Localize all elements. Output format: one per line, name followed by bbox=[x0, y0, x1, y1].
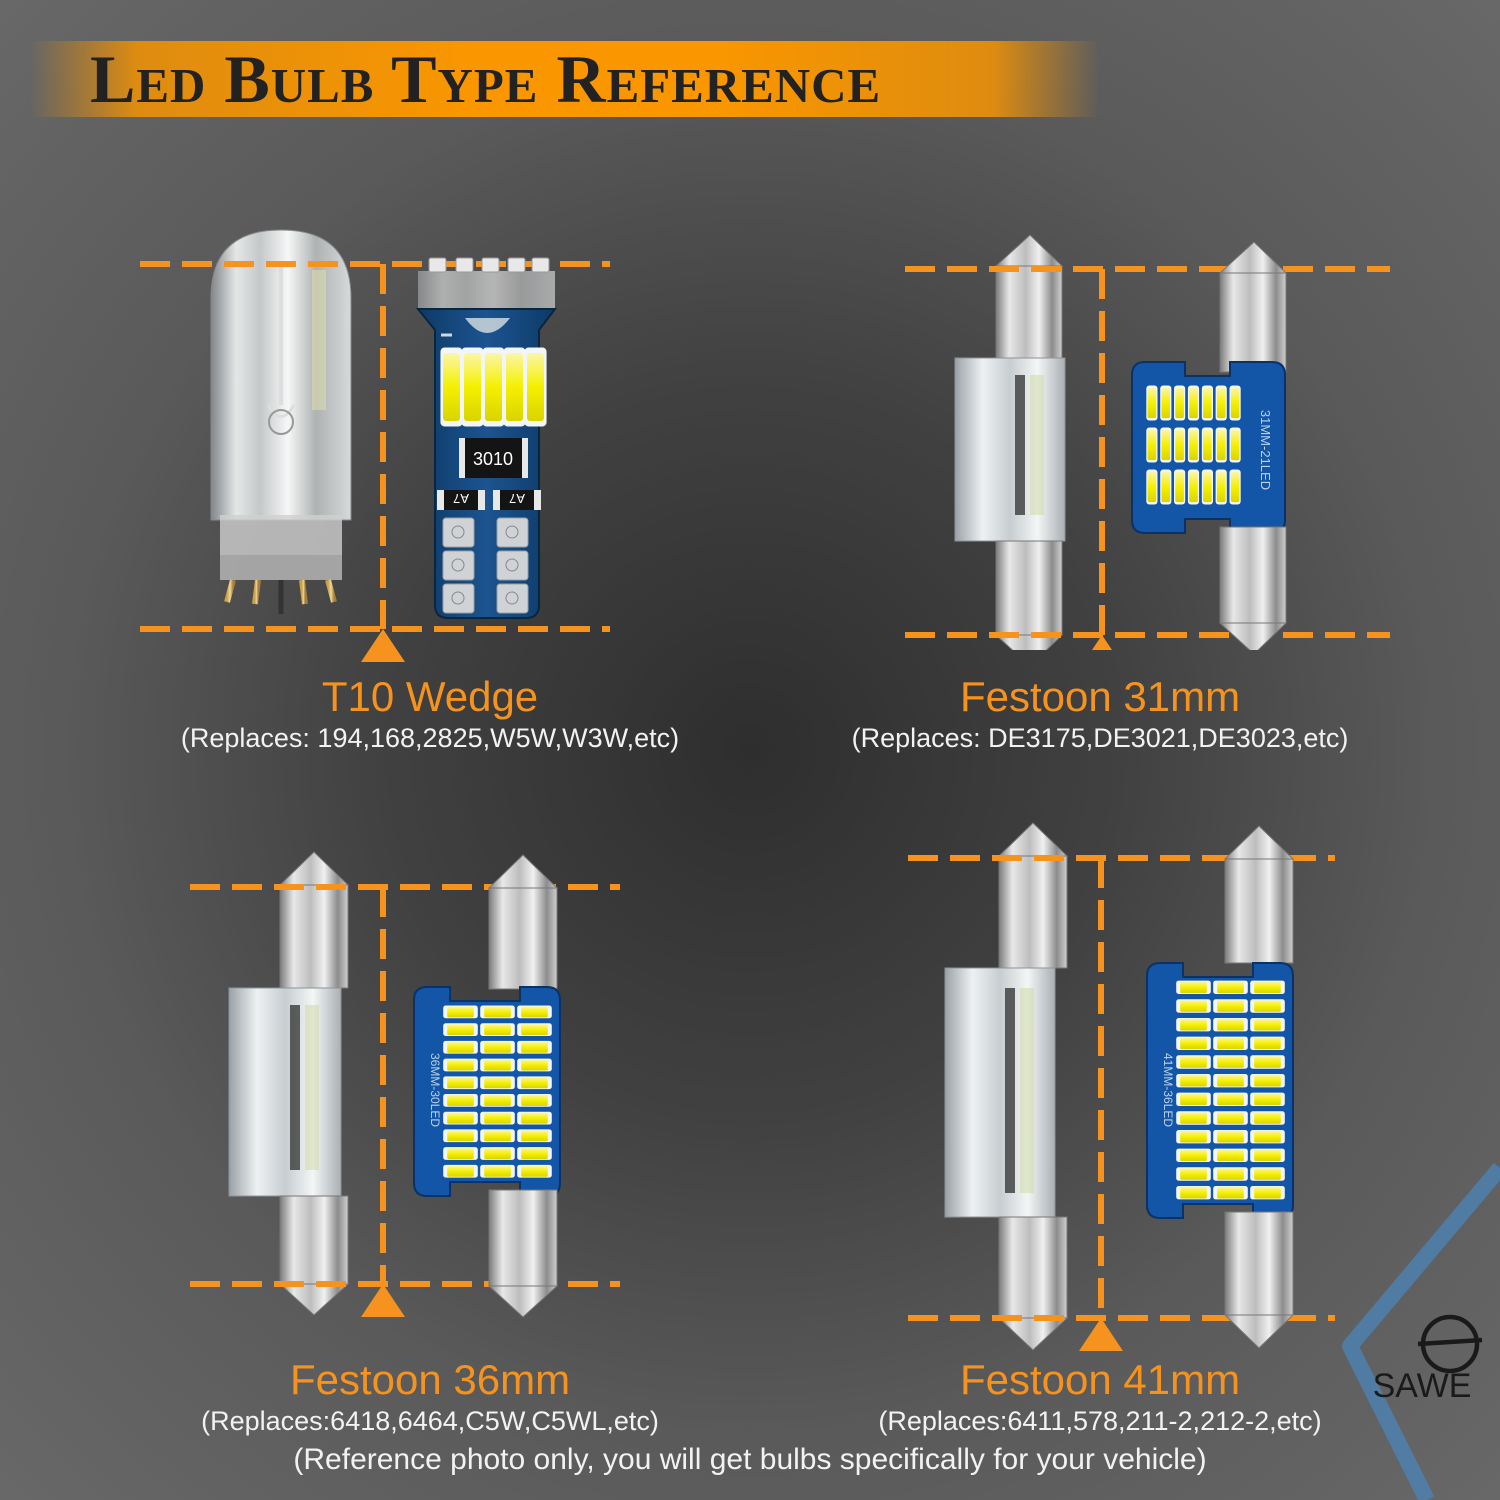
svg-text:36MM-30LED: 36MM-30LED bbox=[428, 1053, 442, 1127]
svg-text:3010: 3010 bbox=[473, 449, 513, 469]
svg-text:A7: A7 bbox=[509, 491, 525, 506]
svg-text:SAWE: SAWE bbox=[1373, 1367, 1472, 1405]
svg-text:A7: A7 bbox=[453, 491, 469, 506]
svg-text:41MM-36LED: 41MM-36LED bbox=[1161, 1053, 1175, 1127]
svg-text:31MM-21LED: 31MM-21LED bbox=[1258, 410, 1273, 490]
